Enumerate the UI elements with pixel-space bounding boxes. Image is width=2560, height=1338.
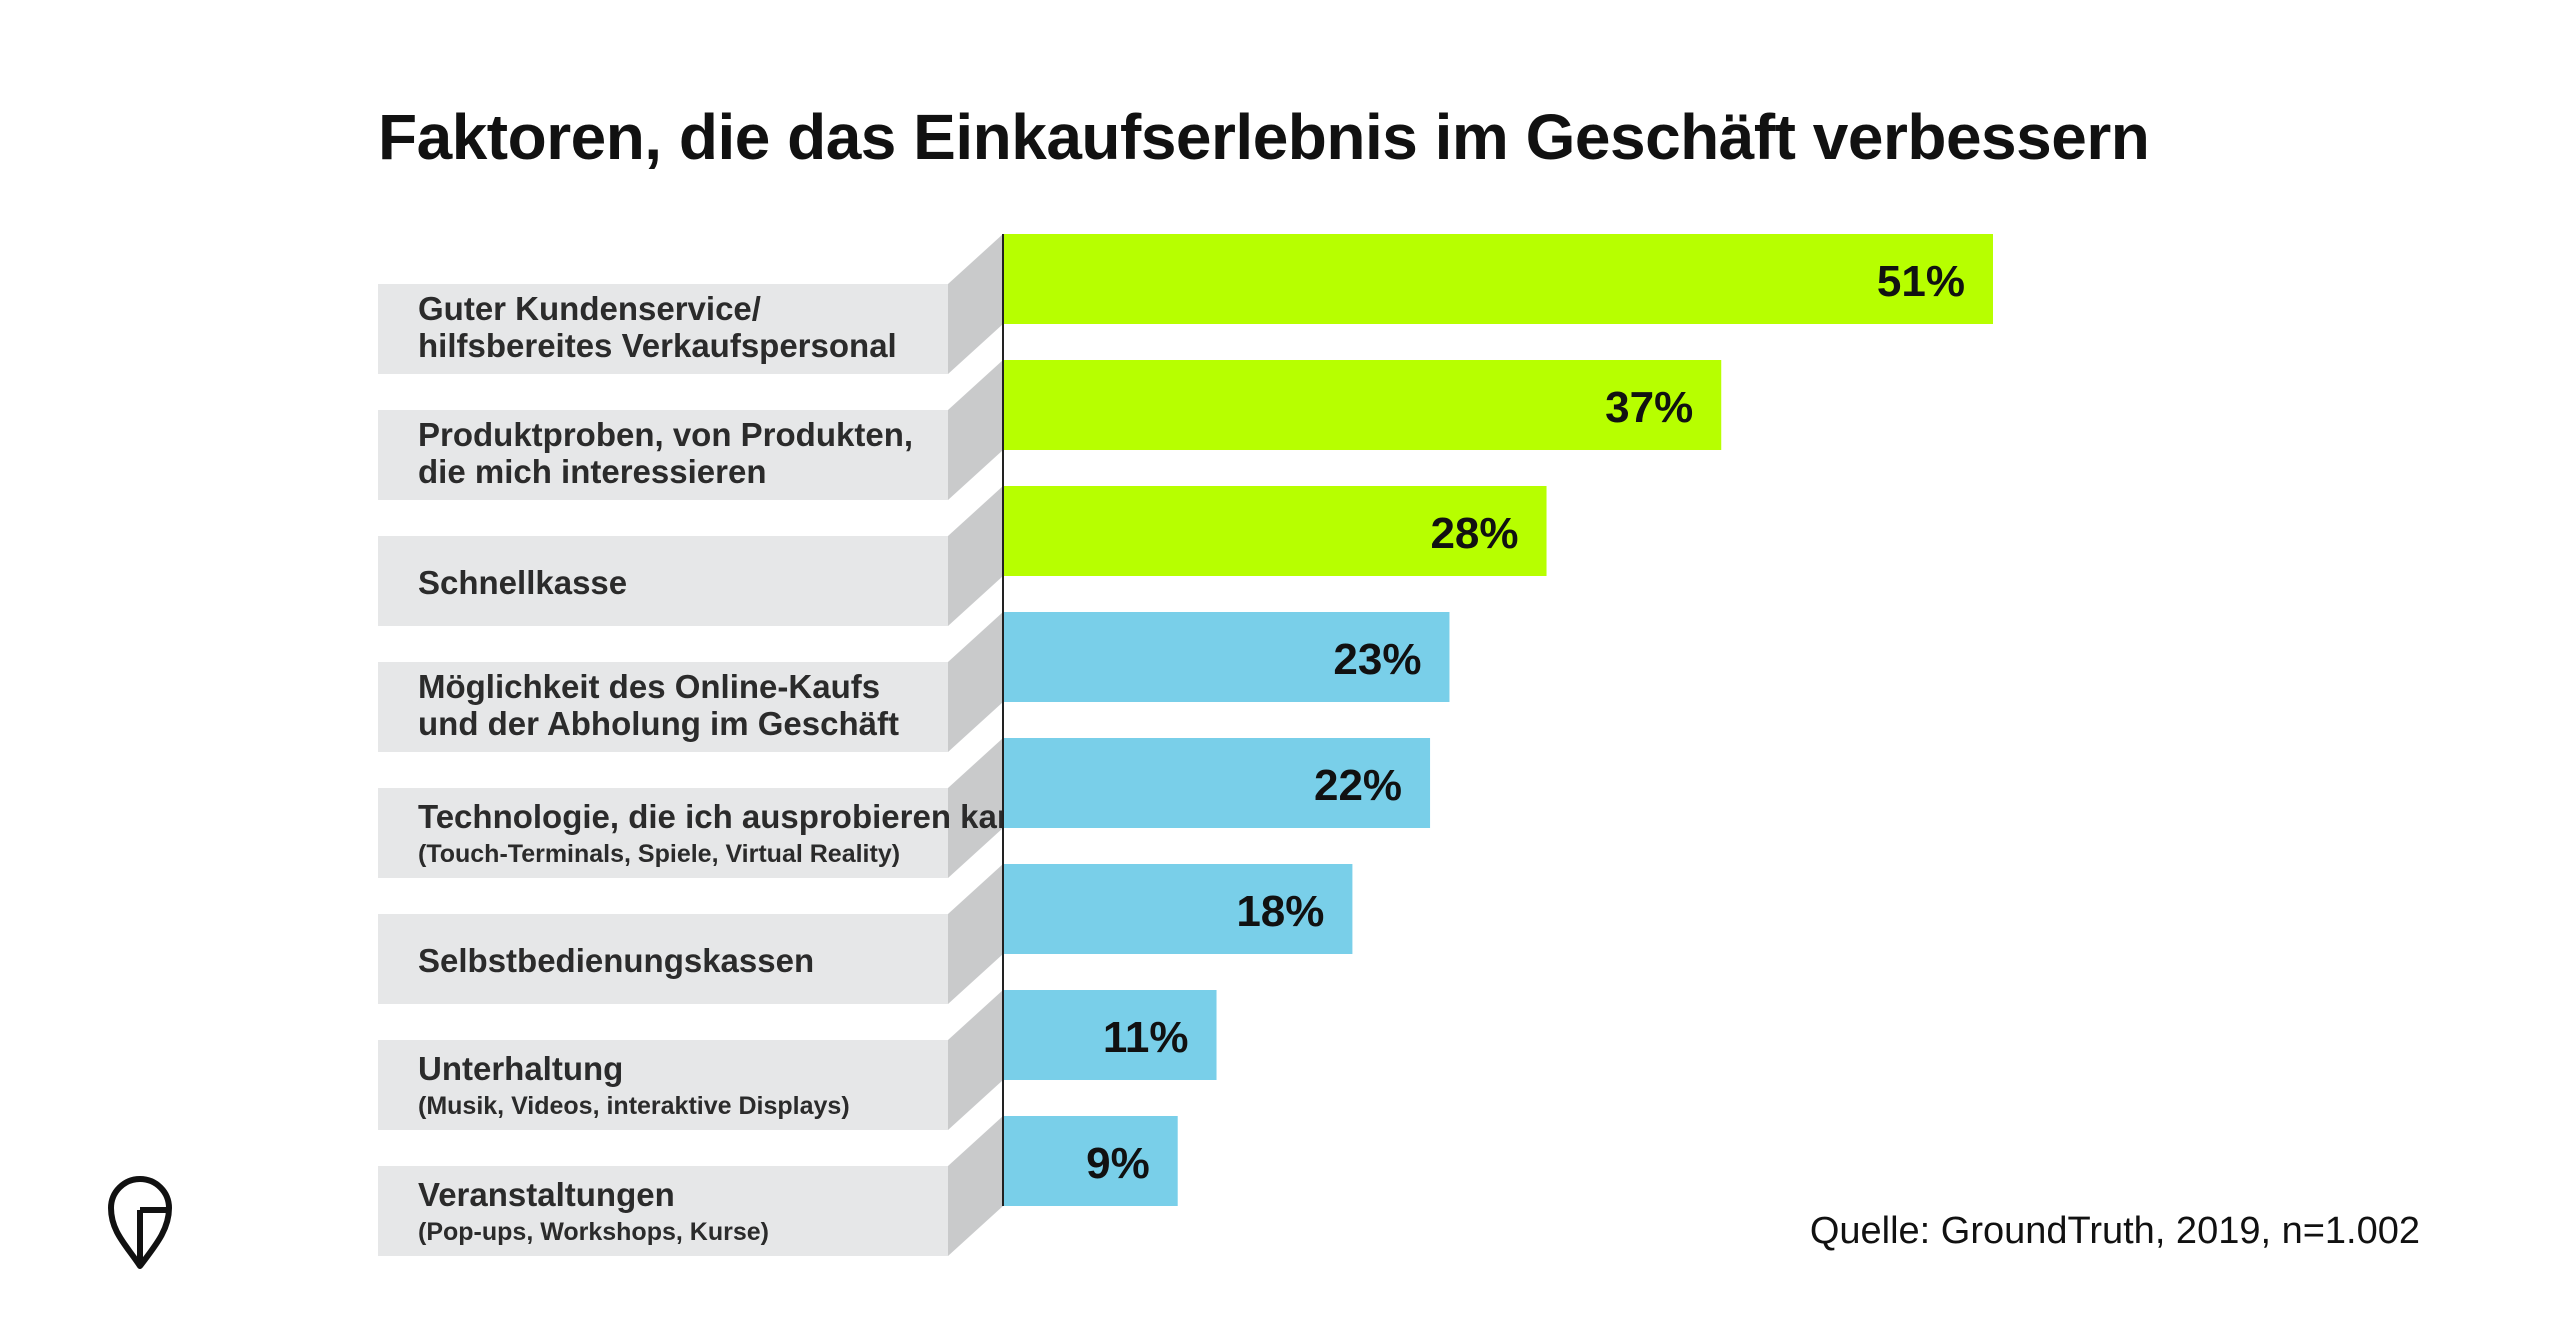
category-label: Unterhaltung <box>418 1050 623 1087</box>
bar <box>1003 360 1722 450</box>
category-label: hilfsbereites Verkaufspersonal <box>418 327 897 364</box>
category-sublabel: (Pop-ups, Workshops, Kurse) <box>418 1218 769 1246</box>
category-sublabel: (Touch-Terminals, Spiele, Virtual Realit… <box>418 840 900 868</box>
label-side-face <box>948 864 1003 1004</box>
bar <box>1003 486 1547 576</box>
bar <box>1003 738 1431 828</box>
label-box <box>378 410 948 500</box>
bar <box>1003 234 1993 324</box>
category-label: Veranstaltungen <box>418 1176 675 1213</box>
data-label: 23% <box>1333 635 1421 684</box>
data-label: 9% <box>1086 1139 1150 1188</box>
label-box <box>378 1040 948 1130</box>
category-label: die mich interessieren <box>418 453 766 490</box>
category-label: Selbstbedienungskassen <box>418 942 814 979</box>
bar <box>1003 612 1450 702</box>
data-label: 11% <box>1103 1013 1189 1062</box>
label-box <box>378 284 948 374</box>
category-label: Guter Kundenservice/ <box>418 290 761 327</box>
label-side-face <box>948 1116 1003 1256</box>
bar <box>1003 990 1217 1080</box>
label-box <box>378 788 948 878</box>
data-label: 51% <box>1877 257 1965 306</box>
category-label: und der Abholung im Geschäft <box>418 705 899 742</box>
label-side-face <box>948 234 1003 374</box>
data-label: 37% <box>1605 383 1693 432</box>
source-note: Quelle: GroundTruth, 2019, n=1.002 <box>1809 1210 2420 1252</box>
data-label: 28% <box>1430 509 1518 558</box>
category-label: Produktproben, von Produkten, <box>418 416 913 453</box>
label-box <box>378 1166 948 1256</box>
label-box <box>378 662 948 752</box>
data-label: 18% <box>1236 887 1324 936</box>
chart-title: Faktoren, die das Einkaufserlebnis im Ge… <box>378 101 2150 173</box>
label-side-face <box>948 612 1003 752</box>
category-label: Schnellkasse <box>418 564 627 601</box>
label-side-face <box>948 360 1003 500</box>
bar <box>1003 1116 1178 1206</box>
bar <box>1003 864 1353 954</box>
category-sublabel: (Musik, Videos, interaktive Displays) <box>418 1092 850 1120</box>
data-label: 22% <box>1314 761 1402 810</box>
label-side-face <box>948 990 1003 1130</box>
label-box <box>378 536 948 626</box>
groundtruth-logo-icon <box>108 1176 172 1269</box>
category-label: Technologie, die ich ausprobieren kann <box>418 798 1037 835</box>
label-side-face <box>948 486 1003 626</box>
label-side-face <box>948 738 1003 878</box>
category-label: Möglichkeit des Online-Kaufs <box>418 668 880 705</box>
label-box <box>378 914 948 1004</box>
